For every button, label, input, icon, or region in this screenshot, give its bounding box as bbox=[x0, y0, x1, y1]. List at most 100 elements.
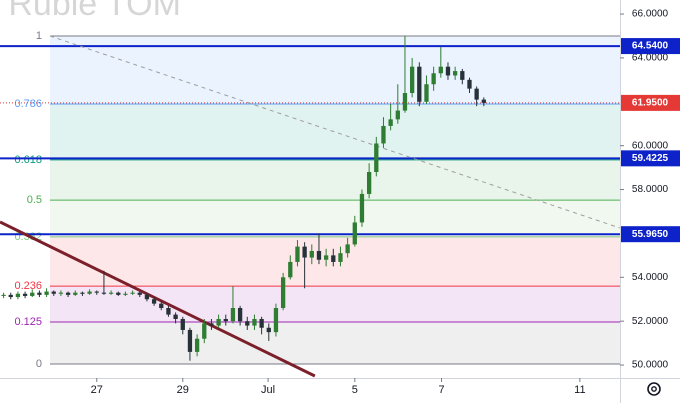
candle-body bbox=[194, 338, 200, 352]
fib-band bbox=[50, 322, 620, 364]
x-tick-label: 29 bbox=[177, 384, 189, 396]
candle-body bbox=[302, 246, 307, 258]
y-tick-label: 50.0000 bbox=[632, 360, 669, 371]
fib-label: 0.125 bbox=[14, 316, 42, 328]
gear-hub[interactable] bbox=[651, 386, 657, 392]
x-tick-label: 5 bbox=[352, 384, 358, 396]
candle-body bbox=[94, 291, 99, 293]
candle-body bbox=[51, 291, 56, 294]
y-tick-label: 54.0000 bbox=[632, 272, 669, 283]
candle-body bbox=[381, 125, 386, 144]
candle-body bbox=[424, 84, 429, 102]
gear[interactable] bbox=[647, 382, 661, 396]
price-label: 64.5400 bbox=[632, 41, 669, 52]
candle-body bbox=[30, 292, 35, 296]
candle-body bbox=[316, 250, 322, 260]
candle-body bbox=[338, 253, 343, 262]
fib-label: 0.236 bbox=[14, 280, 42, 292]
price-label-box bbox=[621, 226, 680, 243]
fib-label: 1 bbox=[36, 30, 42, 42]
candle-body bbox=[409, 66, 415, 94]
fib-band bbox=[50, 159, 620, 201]
candle-body bbox=[374, 143, 379, 172]
candle-body bbox=[452, 71, 458, 76]
candle-body bbox=[259, 318, 264, 328]
candle-body bbox=[431, 73, 436, 85]
price-label: 55.9650 bbox=[632, 229, 669, 240]
candle-body bbox=[8, 294, 13, 298]
candle-body bbox=[481, 99, 486, 103]
candle-body bbox=[417, 66, 422, 102]
candle-body bbox=[245, 321, 250, 326]
candle-body bbox=[130, 292, 135, 294]
candle-body bbox=[352, 222, 357, 245]
candle-body bbox=[223, 318, 228, 322]
candle-body bbox=[359, 193, 365, 223]
candle-body bbox=[402, 93, 408, 111]
candle-body bbox=[116, 292, 121, 295]
x-tick-label: 7 bbox=[438, 384, 444, 396]
candle-body bbox=[331, 255, 336, 262]
price-label-box bbox=[621, 150, 680, 167]
candle-body bbox=[266, 327, 271, 333]
price-label-box bbox=[621, 38, 680, 55]
candle-body bbox=[137, 292, 142, 295]
candle-body bbox=[166, 308, 171, 315]
candle-body bbox=[309, 250, 314, 258]
candle-body bbox=[73, 292, 78, 295]
fib-label: 0.5 bbox=[27, 194, 42, 206]
candle-body bbox=[123, 293, 128, 295]
candle-body bbox=[108, 292, 114, 294]
x-tick-label: 27 bbox=[91, 384, 103, 396]
candle-body bbox=[445, 66, 451, 76]
candle-body bbox=[474, 88, 479, 100]
y-tick-label: 52.0000 bbox=[632, 316, 669, 327]
fib-label: 0 bbox=[36, 358, 42, 370]
candle-body bbox=[323, 255, 329, 260]
fib-band bbox=[50, 103, 620, 160]
candle-body bbox=[366, 171, 372, 194]
candle-body bbox=[252, 318, 257, 326]
y-tick-label: 64.0000 bbox=[632, 53, 669, 64]
candle-body bbox=[1, 294, 6, 296]
y-tick-label: 66.0000 bbox=[632, 9, 669, 20]
candle-body bbox=[345, 244, 350, 254]
fib-label: 0.618 bbox=[14, 154, 42, 166]
candle-body bbox=[202, 323, 207, 339]
fib-label: 0.786 bbox=[14, 98, 42, 110]
candle-body bbox=[230, 308, 236, 322]
candle-body bbox=[467, 79, 472, 89]
x-tick-label: Jul bbox=[261, 384, 275, 396]
candle-body bbox=[159, 303, 164, 309]
watermark: n Ruble TOM bbox=[0, 0, 181, 23]
candle-body bbox=[173, 314, 178, 319]
y-tick-label: 58.0000 bbox=[632, 184, 669, 195]
candle-body bbox=[288, 261, 293, 278]
candle-body bbox=[180, 318, 185, 330]
x-tick-label: 11 bbox=[574, 384, 585, 396]
candle-body bbox=[80, 292, 85, 294]
fib-band bbox=[50, 35, 620, 104]
candle-body bbox=[15, 293, 21, 298]
candle-body bbox=[65, 292, 71, 295]
candle-body bbox=[144, 294, 150, 300]
trend-line bbox=[0, 220, 316, 378]
candle-body bbox=[460, 71, 465, 80]
price-label: 59.4225 bbox=[632, 153, 669, 164]
candle-body bbox=[273, 308, 279, 333]
candle-body bbox=[438, 66, 443, 74]
candle-body bbox=[388, 119, 393, 126]
candle-body bbox=[295, 246, 300, 262]
candle-body bbox=[187, 329, 193, 352]
price-label-box bbox=[621, 94, 680, 111]
fib-band bbox=[50, 200, 620, 237]
candle-body bbox=[37, 292, 42, 295]
candle-body bbox=[58, 292, 64, 294]
candle-body bbox=[280, 277, 286, 309]
candle-body bbox=[395, 110, 400, 120]
candle-body bbox=[151, 299, 157, 304]
settings-icon[interactable] bbox=[647, 382, 661, 396]
price-label: 61.9500 bbox=[632, 98, 669, 109]
